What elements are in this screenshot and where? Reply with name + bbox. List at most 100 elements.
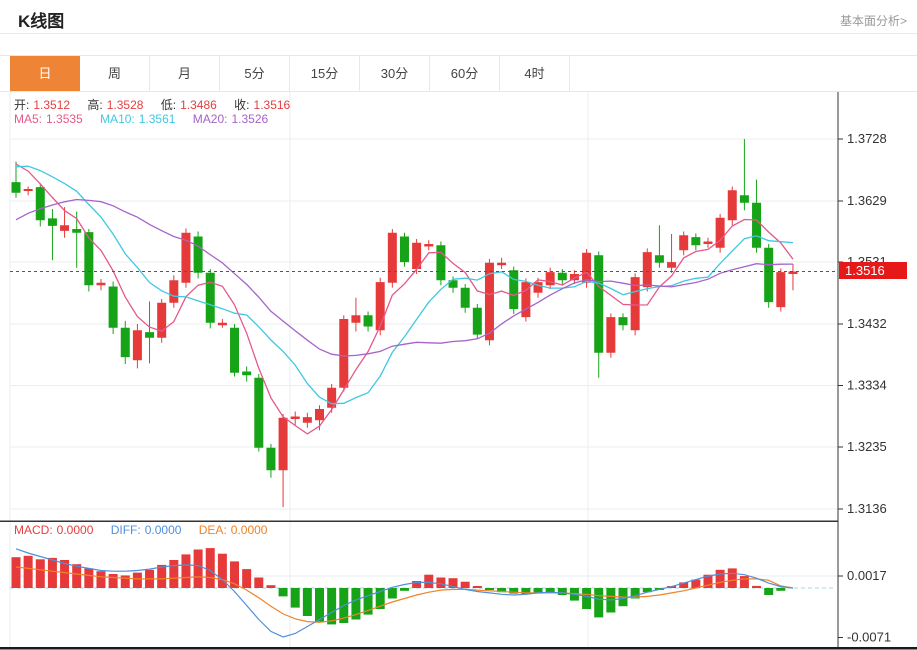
- macd-bar: [302, 588, 312, 616]
- macd-bar: [327, 588, 337, 625]
- macd-bar: [254, 577, 264, 588]
- ma5-value: 1.3535: [46, 112, 83, 126]
- candle-body: [84, 232, 94, 286]
- macd-bar: [96, 571, 106, 588]
- ma20-label: MA20:: [192, 112, 228, 126]
- axis-tick-label: 1.3432: [847, 316, 887, 331]
- ma10-line: [15, 165, 794, 405]
- candle-body: [727, 190, 737, 221]
- candle-body: [569, 274, 579, 281]
- macd-bar: [412, 581, 422, 588]
- tab-week[interactable]: 周: [80, 56, 150, 91]
- candle-body: [703, 241, 713, 244]
- macd-bar: [497, 588, 507, 593]
- axis-tick-label: -0.0071: [847, 630, 891, 645]
- axis-tick-label: 1.3136: [847, 501, 887, 516]
- macd-bar: [193, 549, 203, 588]
- period-tabbar: 日 周 月 5分 15分 30分 60分 4时: [0, 55, 917, 92]
- macd-bar: [23, 555, 33, 588]
- macd-bar: [752, 585, 762, 588]
- macd-bar: [424, 574, 434, 588]
- candle-body: [509, 270, 519, 309]
- candle-body: [715, 217, 725, 248]
- tab-15min[interactable]: 15分: [290, 56, 360, 91]
- macd-value: 0.0000: [56, 523, 94, 537]
- open-label: 开:: [14, 98, 30, 112]
- candle-body: [278, 417, 288, 471]
- tab-day[interactable]: 日: [10, 56, 80, 91]
- axis-tick-label: 1.3629: [847, 193, 887, 208]
- candle-body: [776, 272, 786, 308]
- diff-value: 0.0000: [144, 523, 182, 537]
- axis-ticks: 1.37281.36291.35311.34321.33341.32351.31…: [838, 131, 891, 645]
- candle-body: [630, 277, 640, 331]
- macd-bar: [290, 588, 300, 608]
- tab-month[interactable]: 月: [150, 56, 220, 91]
- candle-body: [582, 252, 592, 283]
- tab-30min[interactable]: 30分: [360, 56, 430, 91]
- candle-body: [169, 280, 179, 303]
- candle-body: [764, 247, 774, 303]
- tab-4hour[interactable]: 4时: [500, 56, 570, 91]
- macd-bar: [582, 588, 592, 609]
- ma20-line: [15, 198, 794, 357]
- macd-bar: [120, 575, 130, 588]
- diff-line: [15, 548, 794, 638]
- axis-tick-label: 1.3334: [847, 377, 887, 392]
- candle-body: [181, 232, 191, 283]
- candles-group: [11, 139, 798, 508]
- macd-bar: [375, 588, 385, 609]
- macd-bar: [242, 569, 252, 588]
- ma20-value: 1.3526: [231, 112, 269, 126]
- candle-body: [290, 416, 300, 419]
- fundamental-analysis-link[interactable]: 基本面分析>: [839, 14, 907, 28]
- current-price-badge: 1.3516: [839, 262, 907, 279]
- candle-body: [47, 218, 57, 226]
- ma-legend: MA5: 1.3535 MA10: 1.3561 MA20: 1.3526: [14, 112, 272, 126]
- close-label: 收:: [234, 98, 250, 112]
- close-value: 1.3516: [253, 98, 291, 112]
- tab-5min[interactable]: 5分: [220, 56, 290, 91]
- candle-body: [654, 255, 664, 263]
- macd-bar: [278, 588, 288, 597]
- candle-body: [157, 302, 167, 338]
- macd-bar: [108, 574, 118, 588]
- tab-60min[interactable]: 60分: [430, 56, 500, 91]
- macd-bar: [484, 588, 494, 591]
- gridlines: [9, 92, 838, 647]
- candle-body: [399, 236, 409, 263]
- candle-body: [339, 319, 349, 388]
- macd-bar: [217, 553, 227, 588]
- macd-bar: [11, 557, 21, 588]
- candle-body: [472, 307, 482, 335]
- candle-body: [230, 327, 240, 373]
- macd-bar: [630, 588, 640, 599]
- candle-body: [108, 286, 118, 328]
- macd-bar: [436, 577, 446, 588]
- low-value: 1.3486: [180, 98, 217, 112]
- macd-bar: [557, 588, 567, 595]
- candle-body: [11, 182, 21, 193]
- candle-body: [691, 237, 701, 246]
- macd-bar: [181, 554, 191, 588]
- macd-bar: [739, 576, 749, 588]
- candle-body: [521, 282, 531, 318]
- candle-body: [145, 332, 155, 338]
- axis-tick-label: 1.3235: [847, 439, 887, 454]
- candle-body: [60, 225, 70, 231]
- candle-body: [375, 282, 385, 331]
- page-title: K线图: [18, 12, 65, 31]
- open-value: 1.3512: [33, 98, 71, 112]
- candle-body: [132, 330, 142, 361]
- candle-body: [35, 187, 45, 221]
- macd-bar: [266, 585, 276, 588]
- axis-tick-label: 0.0017: [847, 568, 887, 583]
- macd-bar: [776, 588, 786, 591]
- candle-body: [351, 315, 361, 323]
- macd-bar: [727, 568, 737, 588]
- macd-bar: [387, 588, 397, 599]
- dea-line: [15, 566, 794, 623]
- candle-body: [363, 315, 373, 327]
- candle-body: [120, 327, 130, 358]
